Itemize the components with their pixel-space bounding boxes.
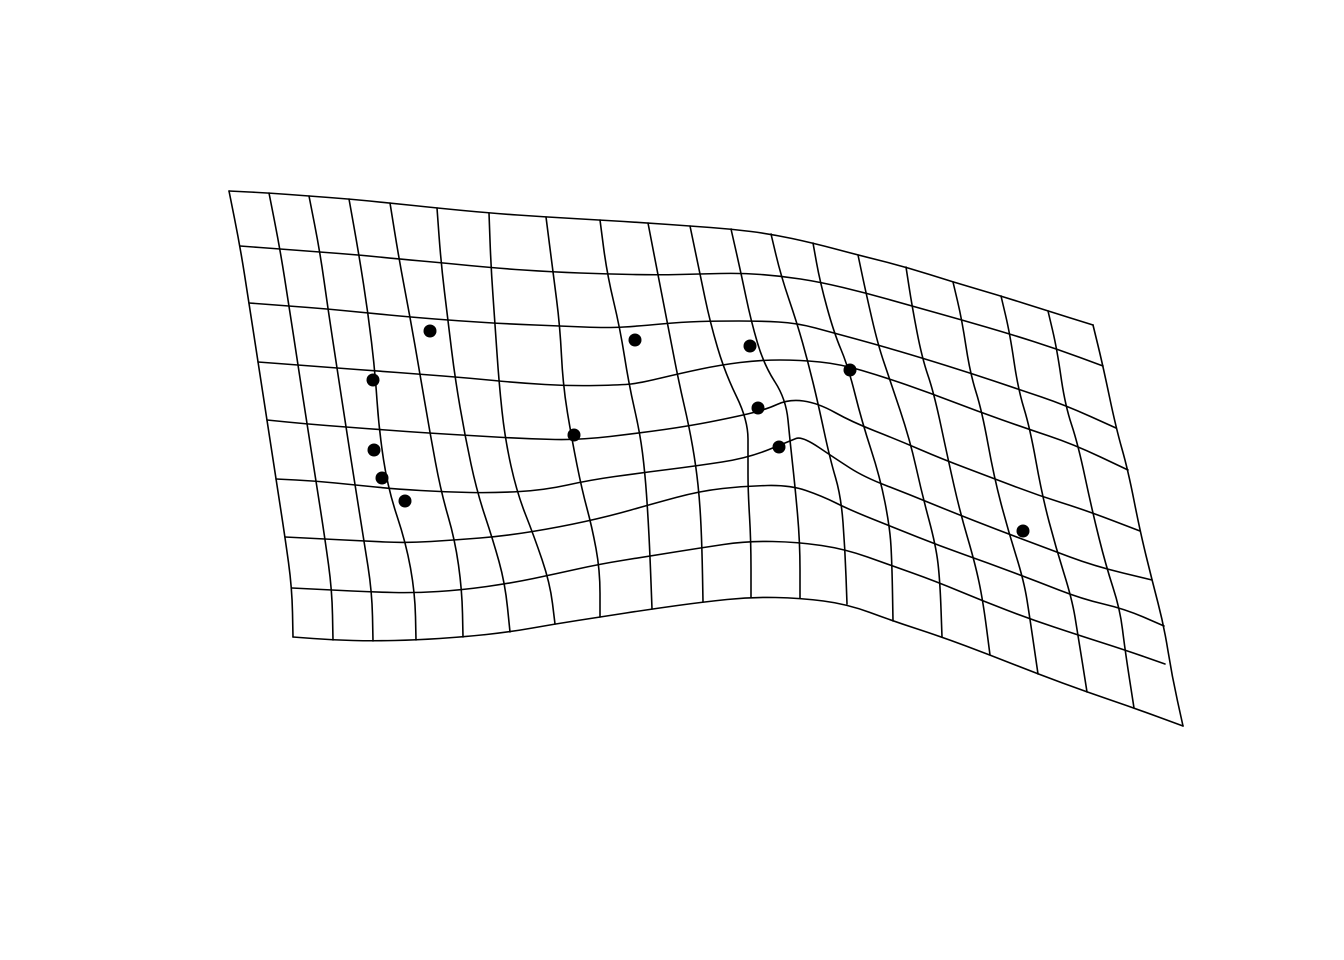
grid-row-line-5	[266, 399, 1141, 532]
landmark-point-3	[367, 443, 381, 457]
grid-column-line-18	[1000, 295, 1088, 693]
grid-column-line-11	[689, 225, 752, 598]
grid-row-line-6	[275, 437, 1153, 581]
grid-column-line-16	[905, 266, 991, 656]
landmark-point-5	[398, 494, 412, 508]
grid-column-line-2	[268, 192, 334, 641]
grid-column-line-3	[308, 195, 374, 642]
grid-row-line-7	[284, 484, 1165, 627]
landmark-point-2	[366, 373, 380, 387]
grid-rows	[228, 190, 1184, 727]
landmark-point-7	[628, 333, 642, 347]
landmark-point-9	[751, 401, 765, 415]
grid-column-line-4	[348, 198, 417, 641]
grid-row-line-9	[292, 596, 1184, 727]
grid-row-line-8	[291, 540, 1166, 665]
grid-row-line-2	[239, 245, 1104, 367]
landmark-point-12	[1016, 524, 1030, 538]
landmark-point-6	[567, 428, 581, 442]
landmark-points	[366, 324, 1030, 538]
grid-column-line-7	[488, 212, 556, 625]
landmark-point-1	[423, 324, 437, 338]
landmark-point-11	[843, 363, 857, 377]
grid-column-line-13	[770, 233, 848, 605]
grid-column-line-6	[436, 207, 511, 633]
grid-column-line-20	[1092, 324, 1184, 727]
grid-row-line-3	[248, 302, 1117, 429]
landmark-point-10	[772, 440, 786, 454]
grid-row-line-4	[257, 359, 1129, 471]
grid-columns	[228, 190, 1184, 727]
grid-column-line-1	[228, 190, 294, 638]
grid-column-line-10	[647, 222, 704, 603]
grid-column-line-8	[545, 216, 601, 618]
grid-row-line-1	[228, 190, 1094, 326]
grid-column-line-14	[812, 242, 894, 622]
landmark-point-8	[743, 339, 757, 353]
grid-column-line-17	[952, 281, 1039, 675]
grid-column-line-9	[599, 219, 653, 610]
landmark-point-4	[375, 471, 389, 485]
grid-column-line-19	[1047, 310, 1135, 709]
grid-column-line-5	[389, 202, 464, 638]
grid-column-line-12	[730, 228, 801, 599]
grid-column-line-15	[857, 254, 943, 638]
